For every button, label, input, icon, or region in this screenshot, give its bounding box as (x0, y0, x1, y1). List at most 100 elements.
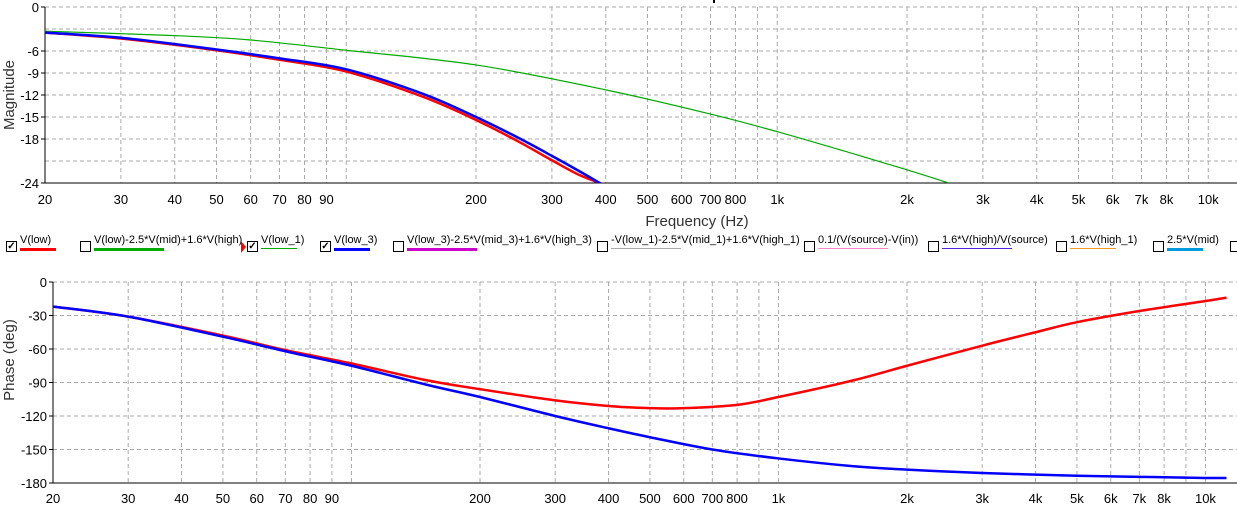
legend-checkbox[interactable] (1153, 241, 1164, 252)
legend-checkbox[interactable] (393, 241, 404, 252)
x-tick-label: 5k (1070, 491, 1084, 506)
x-tick-label: 50 (209, 192, 223, 207)
legend-checkbox[interactable] (597, 241, 608, 252)
x-tick-label: 60 (249, 491, 263, 506)
x-tick-label: 5k (1072, 192, 1086, 207)
legend-swatch (818, 248, 888, 249)
x-tick-label: 800 (725, 192, 747, 207)
x-tick-label: 7k (1132, 491, 1146, 506)
legend-swatch (1167, 248, 1203, 251)
x-tick-label: 300 (541, 192, 563, 207)
legend-swatch (334, 248, 370, 251)
x-tick-label: 1k (770, 192, 784, 207)
x-tick-label: 700 (700, 192, 722, 207)
cursor-marker (713, 0, 715, 3)
x-tick-label: 3k (976, 192, 990, 207)
y-tick-label: -6 (27, 44, 39, 59)
y-tick-label: -120 (21, 409, 47, 424)
x-tick-label: 300 (544, 491, 566, 506)
x-tick-label: 30 (114, 192, 128, 207)
x-tick-label: 20 (38, 192, 52, 207)
legend-label: 1.6*V(high_1) (1070, 234, 1138, 246)
y-tick-label: -12 (20, 88, 39, 103)
y-tick-label: -18 (20, 132, 39, 147)
legend-swatch (1070, 248, 1116, 249)
series-line-v-low-[interactable] (45, 31, 610, 187)
legend-label: V(low_3) (334, 234, 378, 246)
series-line-v-low-[interactable] (53, 296, 1227, 410)
x-tick-label: 500 (637, 192, 659, 207)
legend-checkbox[interactable] (80, 241, 91, 252)
x-tick-label: 7k (1135, 192, 1149, 207)
x-tick-label: 6k (1106, 192, 1120, 207)
phase-axis-label: Phase (deg) (1, 319, 18, 401)
x-tick-label: 50 (216, 491, 230, 506)
legend-label: 0.1/(V(source)-V(in)) (818, 234, 919, 246)
x-tick-label: 8k (1157, 491, 1171, 506)
legend-label: -V(low_1)-2.5*V(mid_1)+1.6*V(high_1) (611, 234, 800, 246)
x-tick-label: 80 (297, 192, 311, 207)
legend-checkbox[interactable]: ✓ (320, 241, 331, 252)
selected-trace-marker (241, 241, 246, 253)
x-tick-label: 700 (701, 491, 723, 506)
x-tick-label: 40 (168, 192, 182, 207)
x-tick-label: 40 (174, 491, 188, 506)
x-tick-label: 1k (772, 491, 786, 506)
y-tick-label: -9 (27, 66, 39, 81)
series-line-v-low-1-[interactable] (45, 30, 949, 183)
legend-checkbox[interactable] (1056, 241, 1067, 252)
x-tick-label: 600 (671, 192, 693, 207)
x-tick-label: 10k (1198, 192, 1219, 207)
x-tick-label: 70 (278, 491, 292, 506)
legend-label: 2.5*V(mid) (1167, 234, 1219, 246)
y-tick-label: -150 (21, 443, 47, 458)
legend-checkbox[interactable]: ✓ (247, 241, 258, 252)
legend-checkbox[interactable]: ✓ (6, 241, 17, 252)
x-tick-label: 800 (726, 491, 748, 506)
y-tick-label: -90 (28, 376, 47, 391)
trace-legend: ✓ V(low) V(low)-2.5*V(mid)+1.6*V(high) ✓ V(l… (0, 233, 1237, 257)
legend-swatch (611, 248, 681, 249)
x-tick-label: 200 (465, 192, 487, 207)
x-tick-label: 6k (1104, 491, 1118, 506)
x-tick-label: 500 (639, 491, 661, 506)
x-tick-label: 30 (121, 491, 135, 506)
y-tick-label: -15 (20, 110, 39, 125)
y-tick-label: 0 (32, 0, 39, 15)
legend-swatch (407, 248, 477, 251)
x-tick-label: 600 (673, 491, 695, 506)
legend-checkbox[interactable] (928, 241, 939, 252)
x-tick-label: 4k (1029, 491, 1043, 506)
x-tick-label: 90 (325, 491, 339, 506)
x-tick-label: 90 (319, 192, 333, 207)
x-tick-label: 20 (46, 491, 60, 506)
frequency-axis-label: Frequency (Hz) (645, 213, 748, 230)
legend-swatch (20, 248, 56, 251)
legend-checkbox[interactable] (804, 241, 815, 252)
legend-label: V(low_3)-2.5*V(mid_3)+1.6*V(high_3) (407, 234, 592, 246)
legend-label: V(low)-2.5*V(mid)+1.6*V(high) (94, 234, 243, 246)
legend-checkbox[interactable] (1230, 241, 1237, 252)
x-tick-label: 200 (469, 491, 491, 506)
legend-label: V(low_1) (261, 234, 305, 246)
legend-swatch (261, 248, 297, 249)
legend-label: 1.6*V(high)/V(source) (942, 234, 1048, 246)
series-line-v-low-3-[interactable] (53, 305, 1227, 480)
legend-swatch (94, 248, 164, 251)
legend-label: V(low) (20, 234, 52, 246)
x-tick-label: 8k (1160, 192, 1174, 207)
y-tick-label: 0 (40, 275, 47, 290)
x-tick-label: 10k (1195, 491, 1216, 506)
x-tick-label: 80 (303, 491, 317, 506)
series-line-v-low-3-[interactable] (45, 31, 606, 187)
y-tick-label: -30 (28, 309, 47, 324)
x-tick-label: 3k (975, 491, 989, 506)
x-tick-label: 4k (1030, 192, 1044, 207)
x-tick-label: 70 (272, 192, 286, 207)
x-tick-label: 2k (900, 192, 914, 207)
x-tick-label: 60 (243, 192, 257, 207)
legend-swatch (942, 248, 1012, 249)
